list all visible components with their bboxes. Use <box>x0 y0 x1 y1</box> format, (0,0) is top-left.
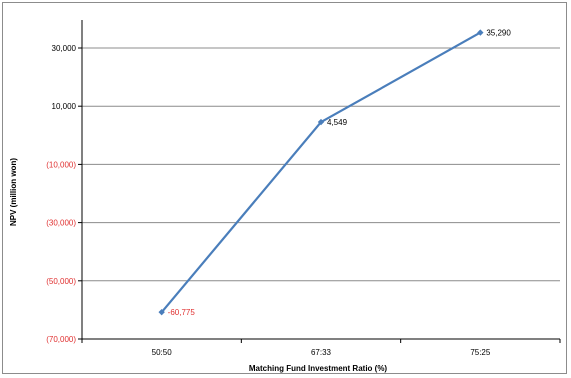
y-tick-label: 30,000 <box>52 44 77 53</box>
y-tick-label: (10,000) <box>46 160 76 169</box>
series-line <box>160 31 481 313</box>
gridlines <box>82 47 560 340</box>
y-axis-title: NPV (million won) <box>9 158 18 226</box>
x-axis-title: Matching Fund Investment Ratio (%) <box>249 364 388 373</box>
x-tick-label: 50:50 <box>152 348 173 357</box>
data-point <box>477 29 484 36</box>
y-tick-labels: 30,000 10,000 (10,000) (30,000) (50,000) (70,… <box>46 44 76 344</box>
chart-frame <box>2 2 567 374</box>
data-label: 4,549 <box>327 118 348 127</box>
x-tick-labels: 50:50 67:33 75:25 <box>152 348 491 357</box>
y-tick-label: (30,000) <box>46 219 76 228</box>
data-point <box>158 308 165 316</box>
y-tick-label: 10,000 <box>52 102 77 111</box>
series-npv <box>158 29 484 316</box>
y-tick-label: (50,000) <box>46 277 76 286</box>
y-tick-label: (70,000) <box>46 335 76 344</box>
axes <box>78 20 561 343</box>
data-point <box>317 118 325 126</box>
x-tick-label: 67:33 <box>311 348 332 357</box>
data-label: 35,290 <box>486 29 511 38</box>
x-tick-label: 75:25 <box>470 348 491 357</box>
data-label: -60,775 <box>168 308 196 317</box>
data-labels: -60,775 4,549 35,290 <box>168 29 512 318</box>
